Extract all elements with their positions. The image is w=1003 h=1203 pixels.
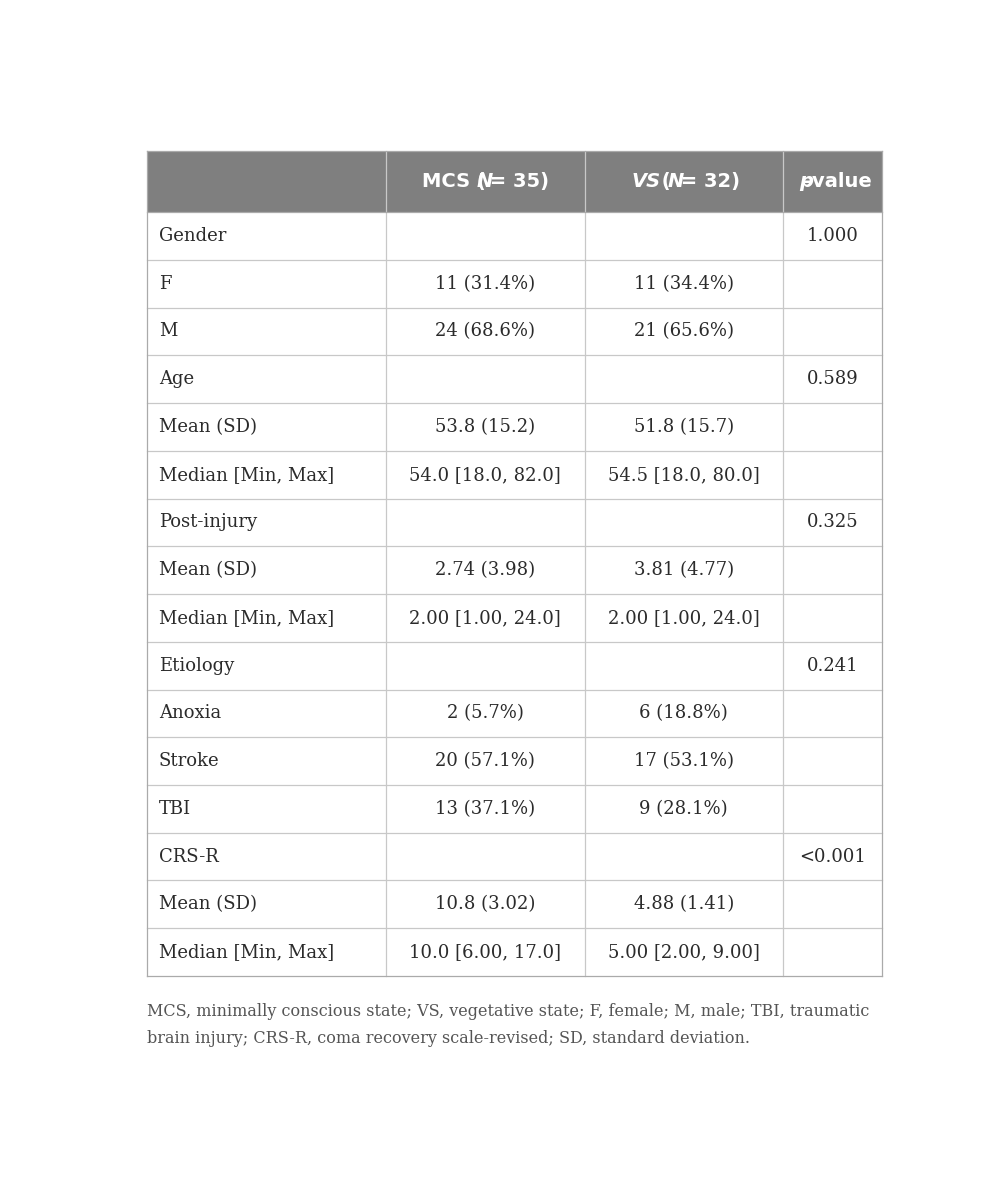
Text: Stroke: Stroke [158, 752, 220, 770]
Text: 13 (37.1%): 13 (37.1%) [435, 800, 535, 818]
Text: 0.241: 0.241 [805, 657, 858, 675]
Text: p: p [798, 172, 812, 191]
Text: 54.5 [18.0, 80.0]: 54.5 [18.0, 80.0] [607, 466, 759, 484]
Text: Median [Min, Max]: Median [Min, Max] [158, 943, 334, 961]
Text: 21 (65.6%): 21 (65.6%) [633, 322, 733, 340]
Bar [147, 786, 881, 832]
Text: N: N [667, 172, 683, 191]
Text: <0.001: <0.001 [798, 848, 865, 866]
Bar [147, 641, 881, 689]
Text: 17 (53.1%): 17 (53.1%) [633, 752, 733, 770]
Bar [147, 881, 881, 929]
Text: MCS (: MCS ( [421, 172, 484, 191]
Bar [147, 260, 881, 308]
Text: N: N [475, 172, 492, 191]
Text: 10.0 [6.00, 17.0]: 10.0 [6.00, 17.0] [409, 943, 561, 961]
Bar [147, 212, 881, 260]
Text: 11 (34.4%): 11 (34.4%) [633, 274, 733, 292]
Text: Mean (SD): Mean (SD) [158, 417, 257, 435]
Text: 20 (57.1%): 20 (57.1%) [435, 752, 535, 770]
Bar [147, 308, 881, 355]
Bar [147, 355, 881, 403]
Text: M: M [158, 322, 178, 340]
Text: Age: Age [158, 371, 194, 389]
Text: Mean (SD): Mean (SD) [158, 561, 257, 579]
Text: Median [Min, Max]: Median [Min, Max] [158, 466, 334, 484]
Text: 51.8 (15.7): 51.8 (15.7) [633, 417, 733, 435]
Text: 6 (18.8%): 6 (18.8%) [639, 705, 727, 722]
Text: Anoxia: Anoxia [158, 705, 221, 722]
Text: Gender: Gender [158, 227, 226, 245]
Text: VS: VS [631, 172, 660, 191]
Bar [147, 594, 881, 641]
Text: MCS, minimally conscious state; VS, vegetative state; F, female; M, male; TBI, t: MCS, minimally conscious state; VS, vege… [147, 1003, 869, 1047]
Text: TBI: TBI [158, 800, 191, 818]
Bar [147, 546, 881, 594]
Text: 0.325: 0.325 [805, 514, 858, 532]
Text: 0.589: 0.589 [805, 371, 858, 389]
Text: F: F [158, 274, 172, 292]
Text: 10.8 (3.02): 10.8 (3.02) [434, 895, 535, 913]
Text: 2.00 [1.00, 24.0]: 2.00 [1.00, 24.0] [607, 609, 759, 627]
Text: Mean (SD): Mean (SD) [158, 895, 257, 913]
Text: 2 (5.7%): 2 (5.7%) [446, 705, 524, 722]
Bar [147, 737, 881, 786]
Text: 11 (31.4%): 11 (31.4%) [435, 274, 535, 292]
Text: 24 (68.6%): 24 (68.6%) [435, 322, 535, 340]
Text: (: ( [655, 172, 670, 191]
Text: 3.81 (4.77): 3.81 (4.77) [633, 561, 733, 579]
Bar [147, 929, 881, 976]
Bar [147, 498, 881, 546]
Text: 53.8 (15.2): 53.8 (15.2) [435, 417, 535, 435]
Text: 54.0 [18.0, 82.0]: 54.0 [18.0, 82.0] [409, 466, 561, 484]
Text: 2.00 [1.00, 24.0]: 2.00 [1.00, 24.0] [409, 609, 561, 627]
Text: = 35): = 35) [482, 172, 549, 191]
Text: CRS-R: CRS-R [158, 848, 219, 866]
Text: 5.00 [2.00, 9.00]: 5.00 [2.00, 9.00] [607, 943, 759, 961]
Text: Etiology: Etiology [158, 657, 234, 675]
Text: 2.74 (3.98): 2.74 (3.98) [435, 561, 535, 579]
Bar [147, 832, 881, 881]
Bar [147, 689, 881, 737]
Bar [147, 451, 881, 498]
Text: 1.000: 1.000 [805, 227, 858, 245]
Bar [147, 150, 881, 212]
Text: 4.88 (1.41): 4.88 (1.41) [633, 895, 733, 913]
Bar [147, 403, 881, 451]
Text: 9 (28.1%): 9 (28.1%) [639, 800, 727, 818]
Text: -value: -value [803, 172, 871, 191]
Text: Post-injury: Post-injury [158, 514, 257, 532]
Text: Median [Min, Max]: Median [Min, Max] [158, 609, 334, 627]
Text: = 32): = 32) [674, 172, 740, 191]
